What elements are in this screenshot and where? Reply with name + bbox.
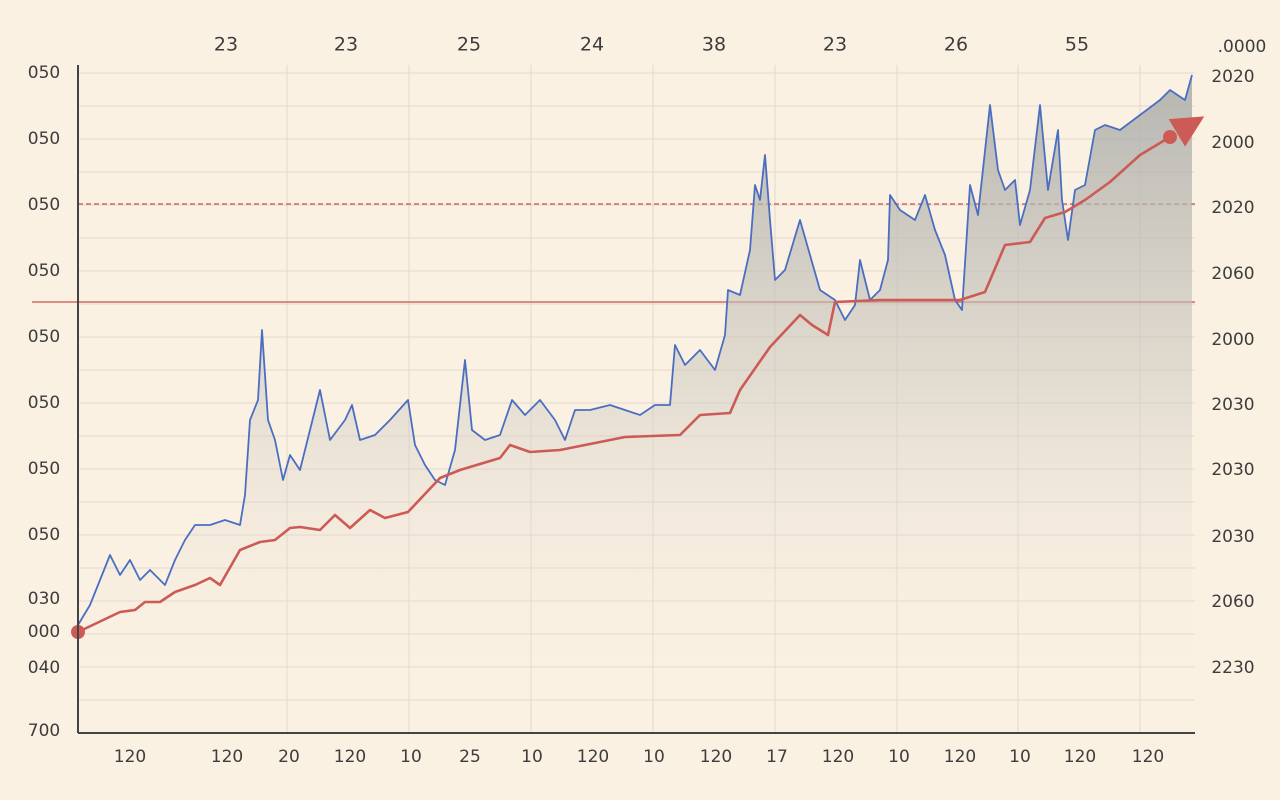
x-tick-label: 120 (211, 747, 243, 767)
x-tick-label: 10 (1009, 747, 1031, 767)
x-tick-label: 20 (278, 747, 300, 767)
y-tick-label: 050 (28, 393, 60, 413)
x-tick-label: 10 (643, 747, 665, 767)
x-tick-label: 120 (822, 747, 854, 767)
y2-tick-label: 2030 (1211, 527, 1254, 547)
x-tick-label: 17 (766, 747, 788, 767)
area (78, 75, 1192, 713)
y2-tick-label: 2030 (1211, 460, 1254, 480)
y-tick-label: 050 (28, 261, 60, 281)
y-tick-label: 050 (28, 459, 60, 479)
y-tick-label: 050 (28, 63, 60, 83)
x-tick-label: 120 (700, 747, 732, 767)
x-tick-label: 120 (577, 747, 609, 767)
y-tick-label: 030 (28, 589, 60, 609)
y2-tick-label: 2020 (1211, 198, 1254, 218)
x2-tick-label: 25 (457, 34, 481, 56)
y2-tick-label: 2000 (1211, 133, 1254, 153)
endpoint-marker (1163, 130, 1177, 144)
x-tick-label: 120 (944, 747, 976, 767)
x-tick-label: 10 (400, 747, 422, 767)
y-tick-label: 040 (28, 658, 60, 678)
y-tick-label: 000 (28, 622, 60, 642)
x2-tick-label: 23 (334, 34, 358, 56)
y2-tick-label: 2060 (1211, 264, 1254, 284)
y2-tick-label: 2230 (1211, 658, 1254, 678)
y-tick-label: 050 (28, 129, 60, 149)
line (77, 135, 1171, 634)
x-tick-label: 120 (1064, 747, 1096, 767)
y-tick-label: 700 (28, 721, 60, 741)
x2-tick-label: 23 (214, 34, 238, 56)
x2-tick-label: 38 (702, 34, 726, 56)
arrow-head (1168, 116, 1205, 147)
y2-tick-label: 2030 (1211, 395, 1254, 415)
y2-tick-label: 2020 (1211, 67, 1254, 87)
y2-axis-label: .0000 (1218, 37, 1267, 57)
x-tick-label: 120 (334, 747, 366, 767)
x-tick-label: 120 (1132, 747, 1164, 767)
line (77, 74, 1193, 626)
x-tick-label: 10 (888, 747, 910, 767)
x-tick-label: 120 (114, 747, 146, 767)
x-tick-label: 10 (521, 747, 543, 767)
x2-tick-label: 55 (1065, 34, 1089, 56)
y2-tick-label: 2000 (1211, 330, 1254, 350)
y-tick-label: 050 (28, 195, 60, 215)
y2-tick-label: 2060 (1211, 592, 1254, 612)
y-tick-label: 050 (28, 525, 60, 545)
y-tick-label: 050 (28, 327, 60, 347)
x-tick-label: 25 (459, 747, 481, 767)
x2-tick-label: 23 (823, 34, 847, 56)
x2-tick-label: 26 (944, 34, 968, 56)
x2-tick-label: 24 (580, 34, 604, 56)
